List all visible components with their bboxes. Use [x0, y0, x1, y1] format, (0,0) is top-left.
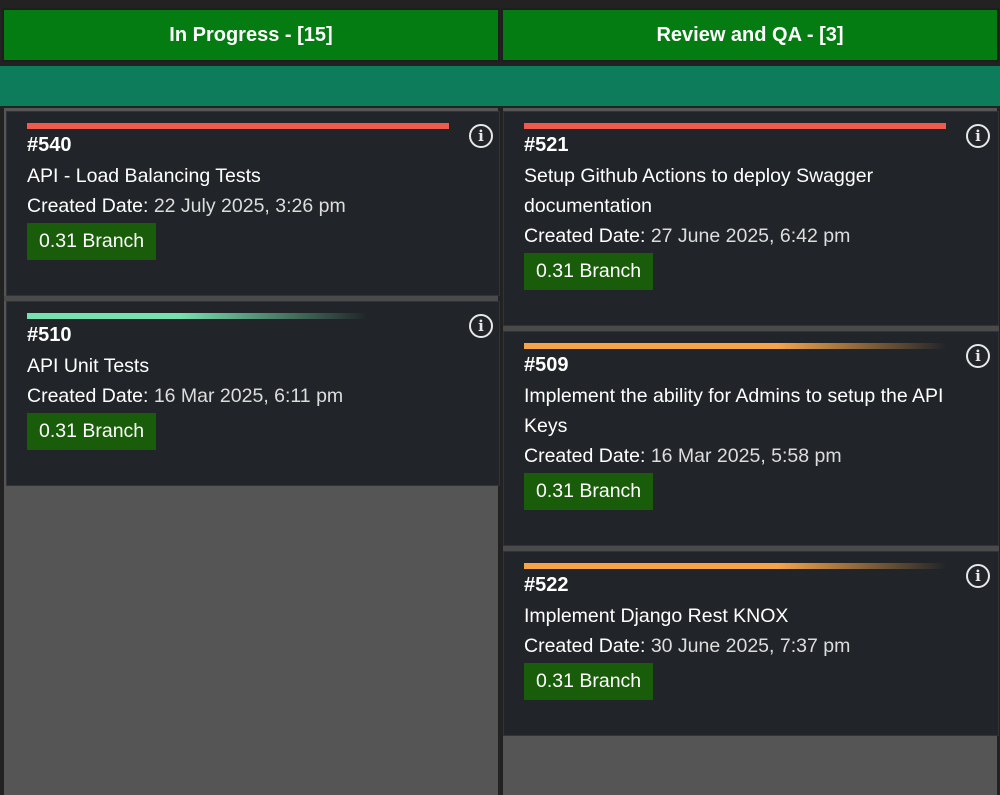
branch-badge[interactable]: 0.31 Branch: [524, 663, 654, 700]
column-in-progress: i #540 API - Load Balancing Tests Create…: [2, 108, 500, 795]
priority-bar: [27, 123, 449, 129]
card-created-date: Created Date: 22 July 2025, 3:26 pm: [27, 191, 346, 221]
date-value: 16 Mar 2025, 5:58 pm: [650, 445, 842, 467]
date-label: Created Date:: [27, 385, 149, 407]
column-review-qa: i #521 Setup Github Actions to deploy Sw…: [501, 108, 999, 795]
task-card[interactable]: i #510 API Unit Tests Created Date: 16 M…: [6, 301, 500, 486]
card-id: #510: [27, 324, 72, 346]
info-icon[interactable]: i: [966, 564, 990, 588]
column-divider-band: [0, 66, 1000, 106]
date-label: Created Date:: [27, 195, 149, 217]
column-header-in-progress[interactable]: In Progress - [15]: [2, 8, 500, 62]
branch-badge[interactable]: 0.31 Branch: [27, 223, 157, 260]
card-created-date: Created Date: 16 Mar 2025, 5:58 pm: [524, 441, 842, 471]
priority-bar: [524, 343, 946, 349]
task-card[interactable]: i #540 API - Load Balancing Tests Create…: [6, 111, 500, 296]
priority-bar: [524, 563, 946, 569]
column-header-label: In Progress - [15]: [169, 23, 333, 46]
date-value: 16 Mar 2025, 6:11 pm: [153, 385, 344, 407]
task-card[interactable]: i #509 Implement the ability for Admins …: [503, 331, 999, 546]
card-separator: [503, 546, 999, 551]
task-card[interactable]: i #521 Setup Github Actions to deploy Sw…: [503, 111, 999, 326]
date-value: 27 June 2025, 6:42 pm: [650, 225, 851, 247]
date-label: Created Date:: [524, 225, 646, 247]
column-header-label: Review and QA - [3]: [656, 23, 844, 46]
card-title: API Unit Tests: [27, 355, 150, 377]
branch-badge[interactable]: 0.31 Branch: [524, 473, 654, 510]
card-separator: [503, 326, 999, 331]
info-icon[interactable]: i: [966, 344, 990, 368]
card-created-date: Created Date: 27 June 2025, 6:42 pm: [524, 221, 850, 251]
date-value: 30 June 2025, 7:37 pm: [650, 635, 851, 657]
card-title: API - Load Balancing Tests: [27, 165, 261, 187]
priority-bar: [524, 123, 946, 129]
card-created-date: Created Date: 30 June 2025, 7:37 pm: [524, 631, 850, 661]
card-separator: [4, 296, 498, 301]
card-title: Implement Django Rest KNOX: [524, 605, 789, 627]
branch-badge[interactable]: 0.31 Branch: [524, 253, 654, 290]
card-created-date: Created Date: 16 Mar 2025, 6:11 pm: [27, 381, 343, 411]
branch-badge[interactable]: 0.31 Branch: [27, 413, 157, 450]
card-id: #509: [524, 354, 569, 376]
card-id: #540: [27, 134, 72, 156]
priority-bar: [27, 313, 367, 319]
card-id: #522: [524, 574, 569, 596]
info-icon[interactable]: i: [469, 124, 493, 148]
info-icon[interactable]: i: [469, 314, 493, 338]
card-title: Setup Github Actions to deploy Swagger d…: [524, 165, 874, 217]
info-icon[interactable]: i: [966, 124, 990, 148]
column-header-review-qa[interactable]: Review and QA - [3]: [501, 8, 999, 62]
card-id: #521: [524, 134, 569, 156]
task-card[interactable]: i #522 Implement Django Rest KNOX Create…: [503, 551, 999, 736]
date-value: 22 July 2025, 3:26 pm: [153, 195, 346, 217]
card-title: Implement the ability for Admins to setu…: [524, 385, 944, 437]
date-label: Created Date:: [524, 635, 646, 657]
date-label: Created Date:: [524, 445, 646, 467]
